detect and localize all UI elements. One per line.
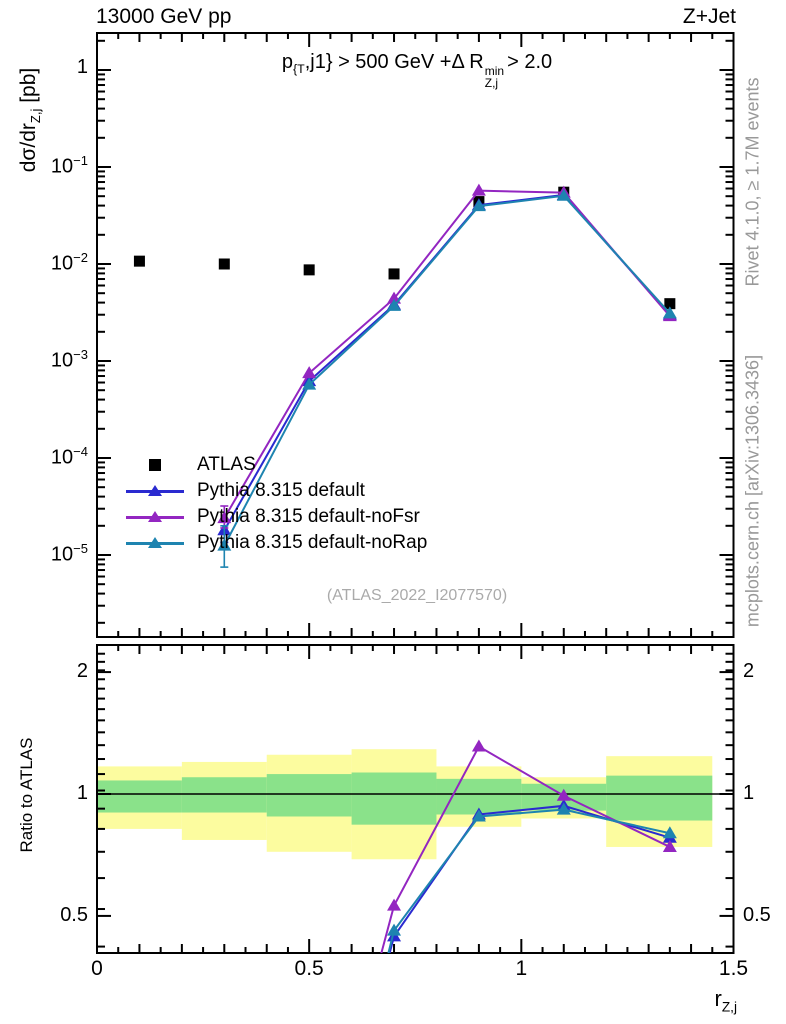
y-tick-label-main: 10−5 — [50, 541, 88, 566]
data-point-triangle — [387, 898, 402, 911]
legend-square-icon — [126, 457, 184, 473]
ratio-uncertainty-band-green — [351, 772, 437, 825]
data-point-triangle — [387, 923, 402, 936]
data-point-triangle — [471, 199, 486, 212]
legend: ATLAS Pythia 8.315 default Pythia 8.315 de… — [126, 452, 427, 556]
x-tick-label: 1.5 — [718, 957, 749, 980]
data-point-triangle — [471, 739, 486, 752]
cut-title-part: > 2.0 — [507, 51, 553, 74]
watermark-analysis-id: (ATLAS_2022_I2077570) — [326, 587, 508, 604]
legend-line-icon — [126, 509, 184, 525]
data-point-triangle — [471, 809, 486, 822]
data-point-triangle — [302, 377, 317, 390]
header-beam-energy: 13000 GeV pp — [96, 5, 232, 28]
data-point-triangle — [471, 183, 486, 196]
y-tick-label-ratio-left: 1 — [76, 782, 88, 804]
data-point-square — [133, 255, 145, 267]
legend-line-icon — [126, 535, 184, 551]
ratio-uncertainty-band-green — [606, 775, 713, 821]
legend-item-1: Pythia 8.315 default — [126, 478, 427, 504]
mc-curve — [223, 194, 671, 547]
y-tick-label-main: 10−2 — [50, 250, 88, 275]
data-point-triangle — [387, 298, 402, 311]
data-point-triangle — [217, 511, 232, 524]
ratio-uncertainty-band-green — [266, 774, 352, 817]
cut-title-part: p — [281, 51, 293, 74]
data-point-triangle — [556, 788, 571, 801]
y-tick-label-ratio-left: 2 — [76, 660, 88, 683]
legend-line-icon — [126, 483, 184, 499]
cut-title-part: Δ R — [451, 51, 484, 74]
side-text-mcplots: mcplots.cern.ch [arXiv:1306.3436] — [742, 354, 763, 628]
data-point-square — [664, 298, 676, 310]
y-axis-label-ratio: Ratio to ATLAS — [17, 737, 36, 853]
data-point-square — [303, 264, 315, 276]
cut-title-sup: min — [484, 63, 505, 78]
y-tick-label-ratio-right: 0.5 — [743, 903, 771, 926]
data-point-triangle — [662, 306, 677, 319]
legend-label: Pythia 8.315 default-noRap — [197, 532, 428, 553]
triangle-marker-icon — [148, 511, 162, 522]
y-tick-label-ratio-left: 0.5 — [60, 903, 88, 926]
x-tick-label: 0.5 — [294, 957, 324, 980]
y-tick-label-main: 10−3 — [50, 347, 88, 372]
y-tick-label-main: 10−4 — [50, 444, 88, 469]
y-tick-label-ratio-right: 1 — [743, 782, 755, 804]
legend-item-0: ATLAS — [126, 452, 427, 478]
y-axis-label-main: dσ/drZ,j [pb] — [16, 67, 44, 173]
square-marker-icon — [149, 459, 161, 471]
y-tick-label-main: 1 — [76, 56, 88, 78]
mc-curve — [223, 189, 671, 519]
data-point-triangle — [302, 366, 317, 379]
x-tick-label: 0 — [91, 957, 103, 980]
legend-label: ATLAS — [197, 454, 256, 475]
data-point-triangle — [556, 802, 571, 815]
header-process: Z+Jet — [682, 5, 736, 28]
ratio-uncertainty-band-green — [97, 780, 182, 813]
cut-title-sub: Z,j — [484, 75, 499, 90]
x-tick-label: 1 — [515, 957, 528, 980]
cut-title-part: ,j1} > 500 GeV + — [304, 51, 452, 74]
ratio-uncertainty-band-green — [181, 777, 267, 813]
triangle-marker-icon — [148, 537, 162, 548]
data-point-triangle — [662, 839, 677, 852]
legend-item-2: Pythia 8.315 default-noFsr — [126, 504, 427, 530]
data-point-triangle — [217, 538, 232, 551]
y-tick-label-ratio-right: 2 — [743, 660, 755, 683]
data-point-triangle — [556, 188, 571, 201]
side-text-rivet: Rivet 4.1.0, ≥ 1.7M events — [742, 77, 763, 287]
legend-label: Pythia 8.315 default — [197, 480, 365, 501]
data-point-square — [388, 268, 400, 280]
cut-title-sub: {T — [292, 62, 305, 77]
legend-label: Pythia 8.315 default-noFsr — [197, 506, 420, 527]
y-tick-label-main: 10−1 — [50, 153, 88, 178]
triangle-marker-icon — [148, 485, 162, 496]
x-axis-label: rZ,j — [714, 986, 737, 1015]
data-point-triangle — [662, 826, 677, 839]
legend-item-3: Pythia 8.315 default-noRap — [126, 530, 427, 556]
data-point-square — [218, 258, 230, 270]
